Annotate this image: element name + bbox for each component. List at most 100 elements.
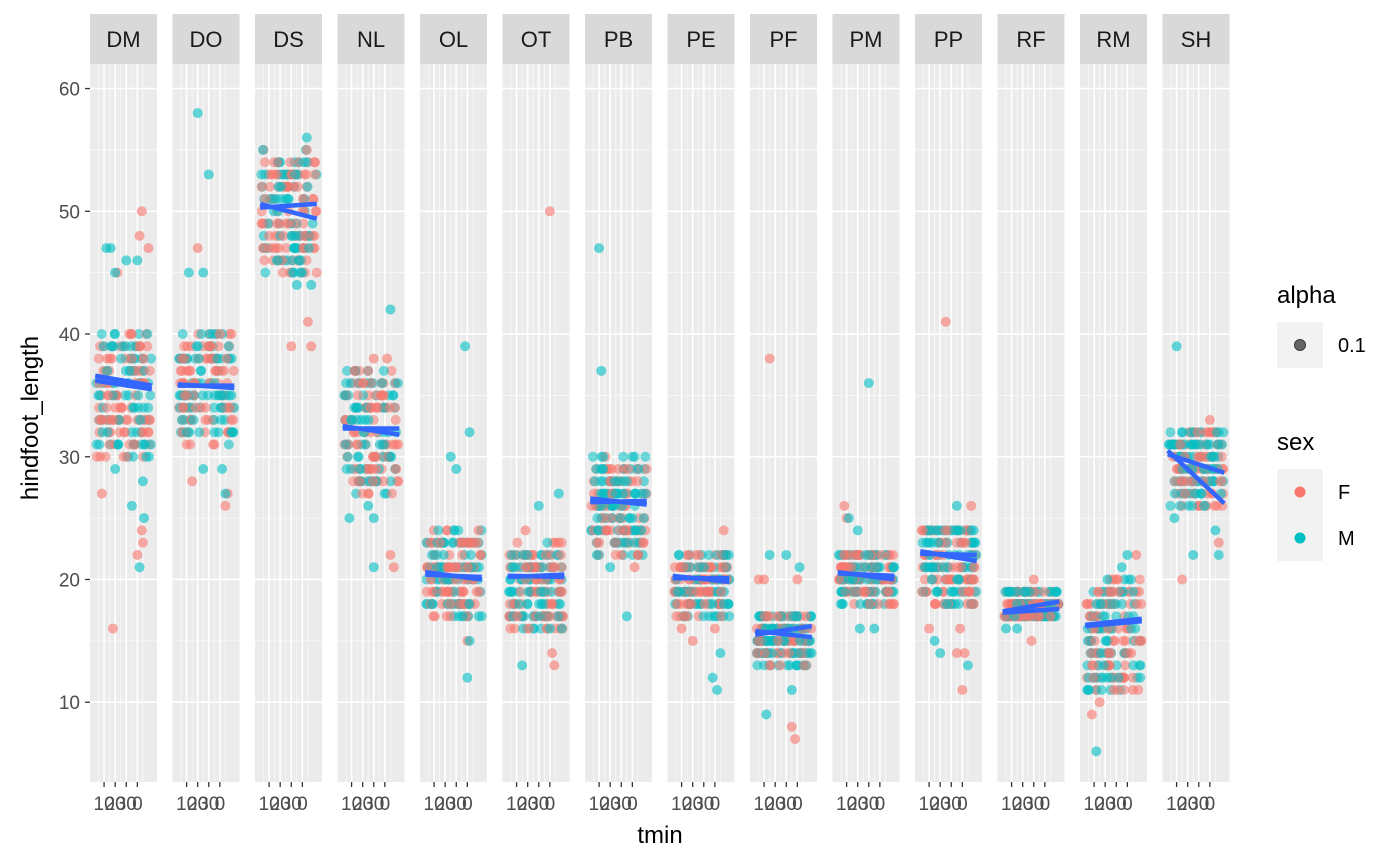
data-point [968,562,979,573]
data-point [301,169,312,180]
facet-strip-label: DM [106,27,140,52]
data-point-m [929,635,940,646]
data-point [628,537,639,548]
data-point [839,562,850,573]
trend-line-m [1002,599,1060,614]
data-point-m [306,279,317,290]
data-point [609,476,620,487]
facet-strip-label: OL [439,27,468,52]
x-tick-label: 0 [1122,794,1133,815]
data-point [1097,611,1108,622]
x-tick-label: 10 [1084,794,1105,815]
x-tick-label: 0 [132,794,143,815]
data-point [927,574,938,585]
data-point [91,451,102,462]
data-point [765,660,776,671]
data-point [948,586,959,597]
data-point [848,574,859,585]
x-tick-label: 20 [1095,794,1116,815]
data-point-f [1177,574,1188,585]
data-point [476,611,487,622]
data-point [386,488,397,499]
data-point [181,427,192,438]
data-point [102,365,113,376]
x-tick-label: 30 [941,794,962,815]
data-point [445,611,456,622]
data-point-f [388,562,399,573]
x-tick-label: 30 [446,794,467,815]
x-tick-label: 20 [187,794,208,815]
data-point [392,378,403,389]
data-point [196,365,207,376]
data-point [207,329,218,340]
data-point [135,341,146,352]
data-point [1169,488,1180,499]
data-point [179,341,190,352]
trend-line-m [754,623,813,637]
data-point [280,218,291,229]
data-point [351,402,362,413]
data-point [128,439,139,450]
facet-strip-label: DO [190,27,223,52]
data-point-f [220,500,231,511]
data-point [703,586,714,597]
legend-sex-f-key [1294,486,1306,498]
data-point [433,525,444,536]
data-point [933,537,944,548]
panel-background [667,64,735,782]
data-point-m [121,255,132,266]
data-point [589,476,600,487]
data-point [693,562,704,573]
data-point [638,513,649,524]
data-point [445,599,456,610]
x-tick-label: 30 [611,794,632,815]
data-point [365,402,376,413]
data-point [547,599,558,610]
panel-background [1162,64,1230,782]
data-point-m [1169,513,1180,524]
facet-strip [90,14,157,64]
data-point-f [709,623,720,634]
data-point-m [715,648,726,659]
panel-background [915,64,982,782]
data-point-f [759,574,770,585]
data-point [102,353,113,364]
data-point-m [596,365,607,376]
data-point [1175,439,1186,450]
data-point [1082,599,1093,610]
data-point [1105,648,1116,659]
data-point [1196,488,1207,499]
data-point [294,255,305,266]
data-point [450,562,461,573]
data-point-m [126,500,137,511]
data-point [542,537,553,548]
data-point [1032,611,1043,622]
data-point-m [951,500,962,511]
data-point-m [1171,341,1182,352]
x-tick-label: 0 [380,794,391,815]
data-point [310,206,321,217]
data-point [213,365,224,376]
data-point [443,586,454,597]
data-point [131,427,142,438]
data-point [1087,660,1098,671]
facet-strip-label: PE [686,27,715,52]
data-point [194,427,205,438]
data-point-m [297,267,308,278]
data-point [966,525,977,536]
facet-panels: DM1020300DO1020300DS1020300NL1020300OL10… [90,14,1230,815]
data-point [925,537,936,548]
data-point-m [363,500,374,511]
data-point-m [198,464,209,475]
data-point [605,513,616,524]
data-point [390,464,401,475]
data-point [428,611,439,622]
data-point-m [105,243,116,254]
data-point [789,611,800,622]
data-point [504,599,515,610]
data-point-m [1210,525,1221,536]
data-point-f [520,525,531,536]
data-point [272,157,283,168]
data-point-m [1001,623,1012,634]
